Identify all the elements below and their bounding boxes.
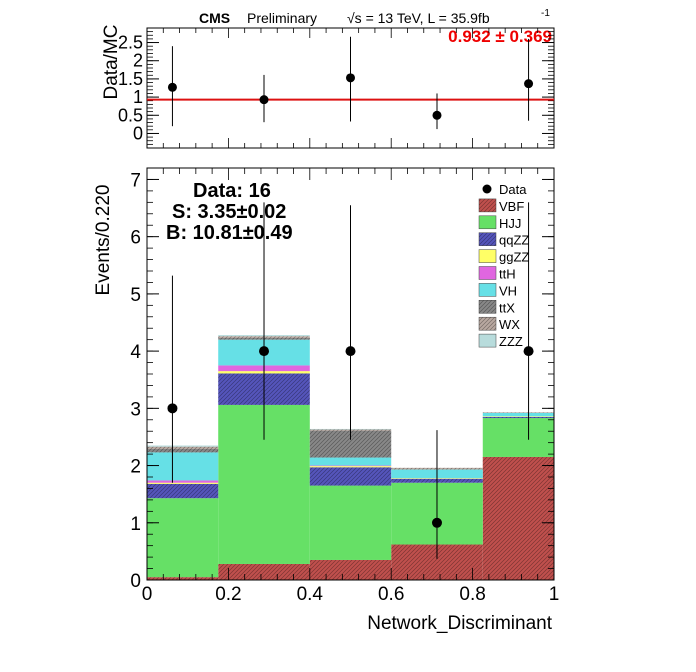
ratio-y-tick-label: 2.5 xyxy=(118,33,143,53)
legend-label: VBF xyxy=(499,199,524,214)
bar-hatch-qqzz xyxy=(309,467,392,486)
bar-segment-ggzz xyxy=(309,466,392,468)
preliminary-label: Preliminary xyxy=(247,10,317,26)
ratio-y-ticks: 00.511.522.5 xyxy=(118,27,554,149)
lumi-label: √s = 13 TeV, L = 35.9fb xyxy=(347,10,490,26)
main-x-tick-label: 0.8 xyxy=(459,584,485,605)
ratio-value-label: 0.932 ± 0.369 xyxy=(448,27,552,46)
main-x-ticks: 0 0.2 0.4 0.6 0.8 1 xyxy=(142,168,560,605)
bar-hatch-vbf xyxy=(482,456,554,580)
bar-segment-vh xyxy=(147,452,219,481)
legend-swatch-zzz xyxy=(478,333,497,348)
data-points xyxy=(167,202,534,559)
main-x-tick-label: 0.4 xyxy=(297,584,324,605)
legend-label: VH xyxy=(499,283,517,298)
main-y-tick-label: 0 xyxy=(130,571,141,592)
ratio-y-tick-label: 1 xyxy=(133,87,143,107)
stats-background-label: B: 10.81±0.49 xyxy=(166,222,293,244)
bar-hatch-vbf xyxy=(218,563,310,580)
main-y-tick-label: 7 xyxy=(130,170,141,191)
main-y-tick-label: 2 xyxy=(130,457,141,478)
ratio-point xyxy=(167,82,177,92)
ratio-x-ticks xyxy=(146,28,555,148)
legend-label: Data xyxy=(499,182,527,197)
main-x-tick-label: 1 xyxy=(549,584,560,605)
main-y-tick-label: 4 xyxy=(130,342,141,363)
main-y-tick-label: 5 xyxy=(130,285,141,306)
bar-hatch-wx xyxy=(147,446,219,449)
main-x-tick-label: 0.6 xyxy=(378,584,404,605)
legend-label: qqZZ xyxy=(499,233,529,248)
legend-label: ttH xyxy=(499,267,516,282)
data-point xyxy=(259,346,270,357)
main-x-tick-label: 0 xyxy=(142,584,153,605)
ratio-y-axis-title: Data/MC xyxy=(101,25,122,100)
legend-label: ZZZ xyxy=(499,334,523,349)
ratio-point xyxy=(524,79,534,89)
legend-swatch-ggzz xyxy=(478,249,497,263)
bar-segment-ggzz xyxy=(482,416,554,417)
lumi-superscript: -1 xyxy=(541,8,550,19)
bar-hatch-ttx xyxy=(147,448,219,453)
ratio-point xyxy=(432,110,442,120)
bar-segment-zzz xyxy=(147,445,219,447)
ratio-y-tick-label: 2 xyxy=(133,51,143,71)
data-point xyxy=(523,346,534,357)
bar-hatch-qqzz xyxy=(147,483,219,499)
ratio-y-tick-label: 0.5 xyxy=(118,105,143,125)
legend-swatch-tth xyxy=(478,266,497,280)
legend-hatch-qqzz xyxy=(479,232,496,246)
bar-segment-hjj xyxy=(147,498,219,578)
data-point xyxy=(167,403,178,414)
bar-segment-ggzz xyxy=(147,482,219,484)
legend-hatch-vbf xyxy=(479,198,496,212)
bar-segment-hjj xyxy=(482,418,554,457)
legend-label: ggZZ xyxy=(499,250,529,265)
legend-hatch-ttx xyxy=(479,300,496,314)
ratio-y-tick-label: 1.5 xyxy=(118,69,143,89)
bar-hatch-qqzz xyxy=(482,416,554,419)
main-y-tick-label: 3 xyxy=(130,399,141,420)
bar-segment-tth xyxy=(147,480,219,483)
stats-data-label: Data: 16 xyxy=(193,180,271,202)
ratio-points xyxy=(167,36,534,130)
bar-segment-hjj xyxy=(309,485,392,560)
data-point xyxy=(345,346,356,357)
legend-label: WX xyxy=(499,317,520,332)
bar-hatch-wx xyxy=(482,412,554,413)
legend-hatch-wx xyxy=(479,317,496,331)
legend-swatch-hjj xyxy=(478,215,497,230)
ratio-frame xyxy=(146,27,555,149)
legend-label: HJJ xyxy=(499,216,521,231)
main-y-tick-label: 1 xyxy=(130,514,141,535)
bar-segment-vh xyxy=(309,457,392,466)
main-y-axis-title: Events/0.220 xyxy=(93,185,114,296)
ratio-y-tick-label: 0 xyxy=(133,123,143,143)
main-x-axis-title: Network_Discriminant xyxy=(367,613,552,634)
ratio-point xyxy=(346,73,355,83)
cms-label: CMS xyxy=(199,10,230,26)
main-y-ticks: 0 1 2 3 4 5 6 7 xyxy=(130,167,554,592)
legend-label: ttX xyxy=(499,300,515,315)
main-panel: 0 1 2 3 4 5 6 7 0 0.2 0.4 0.6 0.8 1 Events/0.220 Net… xyxy=(93,167,560,634)
bar-hatch-vbf xyxy=(147,577,219,580)
stats-signal-label: S: 3.35±0.02 xyxy=(172,201,286,223)
legend-swatch-vh xyxy=(478,283,497,297)
legend-marker-data xyxy=(482,184,492,194)
main-y-tick-label: 6 xyxy=(130,228,141,249)
bar-hatch-vbf xyxy=(309,559,392,580)
bar-segment-tth xyxy=(309,465,392,467)
ratio-point xyxy=(259,95,269,105)
main-x-tick-label: 0.2 xyxy=(215,584,241,605)
bar-segment-vh xyxy=(482,412,554,417)
ratio-panel: Data/MC 00.511.522.5 xyxy=(101,25,555,149)
data-point xyxy=(431,517,442,528)
